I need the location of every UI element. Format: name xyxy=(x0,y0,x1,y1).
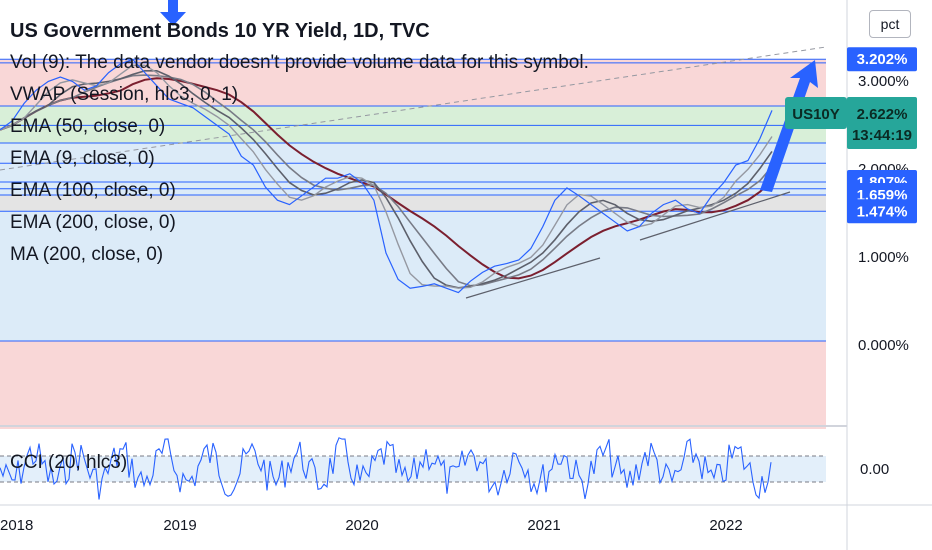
symbol-name: US10Y xyxy=(792,106,840,123)
legend-ema100: EMA (100, close, 0) xyxy=(10,180,176,201)
volume-legend: Vol (9): The data vendor doesn't provide… xyxy=(10,52,589,73)
price-label-badge[interactable] xyxy=(847,199,917,224)
price-label-text: 3.202% xyxy=(857,51,908,68)
ema200-line xyxy=(0,77,773,280)
legend-ema50: EMA (50, close, 0) xyxy=(10,116,166,137)
support-trendline-1 xyxy=(465,257,601,299)
time-tick-label: 2020 xyxy=(345,517,378,534)
price-tick-label: 1.000% xyxy=(858,249,909,266)
time-tick-label: 2021 xyxy=(527,517,560,534)
price-line xyxy=(0,58,773,294)
chart-title: US Government Bonds 10 YR Yield, 1D, TVC xyxy=(10,20,430,42)
current-price-badge[interactable] xyxy=(847,97,917,149)
cci-legend: CCI (20, hlc3) xyxy=(10,452,128,473)
time-tick-label: 2018 xyxy=(0,517,33,534)
current-price: 2.622% xyxy=(857,106,908,123)
zone-green xyxy=(0,106,826,143)
bar-countdown: 13:44:19 xyxy=(852,127,912,144)
ema9-line xyxy=(0,64,773,289)
time-tick-label: 2022 xyxy=(709,517,742,534)
ema100-line xyxy=(0,74,773,287)
legend-ema200: EMA (200, close, 0) xyxy=(10,212,176,233)
zone-bottom-red xyxy=(0,341,826,429)
price-tick-label: 0.000% xyxy=(858,337,909,354)
percent-scale-button[interactable]: pct xyxy=(869,10,911,38)
price-label-text: 1.474% xyxy=(857,203,908,220)
support-trendline-2 xyxy=(639,191,791,241)
symbol-tag[interactable] xyxy=(785,97,847,129)
legend-ema9: EMA (9, close, 0) xyxy=(10,148,155,169)
ema50-line xyxy=(0,70,773,289)
time-tick-label: 2019 xyxy=(163,517,196,534)
price-label-badge[interactable] xyxy=(847,47,917,72)
down-arrow-marker xyxy=(160,0,186,26)
pane-separator xyxy=(0,425,847,427)
dashed-trendline[interactable] xyxy=(0,46,827,171)
price-tick-label: 3.000% xyxy=(858,73,909,90)
cci-line xyxy=(0,437,772,500)
cci-value: 0.00 xyxy=(860,461,889,478)
legend-ma200: MA (200, close, 0) xyxy=(10,244,164,265)
legend-vwap: VWAP (Session, hlc3, 0, 1) xyxy=(10,84,239,105)
